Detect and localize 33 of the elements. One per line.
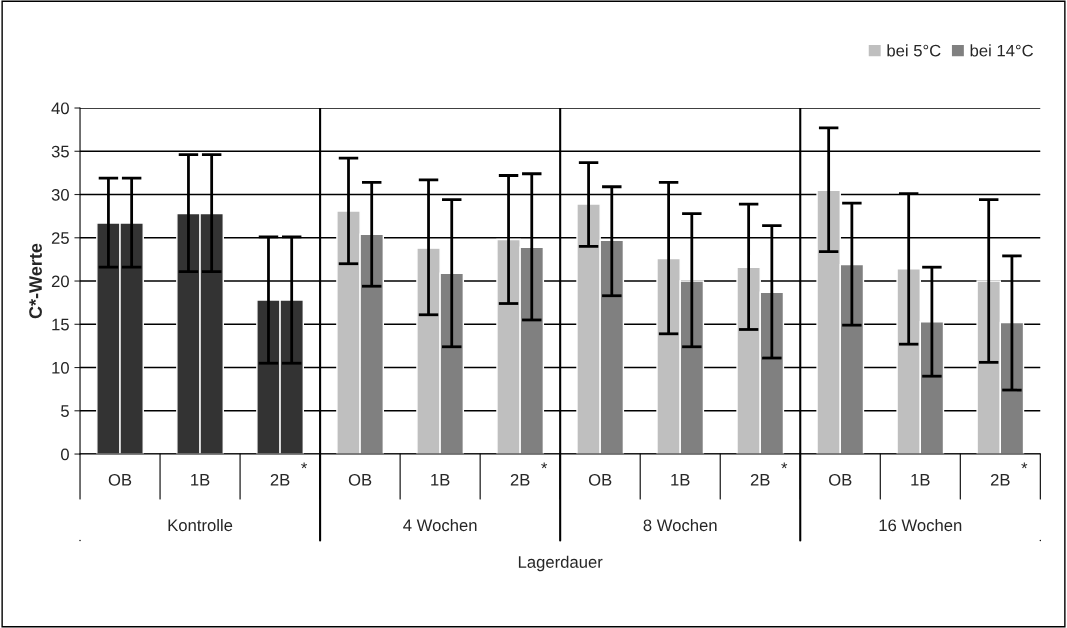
x-tick-label: 1B <box>431 474 450 486</box>
text: * <box>1021 462 1028 469</box>
legend-label: bei 14°C <box>970 44 1034 57</box>
text: * <box>301 462 308 469</box>
text: 8 Wochen <box>643 518 717 532</box>
x-tick-label: OB <box>588 473 612 486</box>
x-tick-label: 1B <box>191 474 210 486</box>
text: Kontrolle <box>168 518 233 532</box>
y-tick-label: 0 <box>60 448 69 461</box>
x-tick-label: 2B <box>510 473 530 486</box>
x-tick-label: 2B <box>750 473 770 486</box>
y-tick-label: 5 <box>61 405 69 417</box>
y-tick-label: 20 <box>51 275 69 288</box>
x-tick-label: 1B <box>911 474 930 486</box>
legend-label: bei 5°C <box>887 44 941 57</box>
x-tick-label: 1B <box>671 474 690 486</box>
x-tick-label: OB <box>108 473 132 486</box>
text: * <box>541 462 548 469</box>
y-tick-label: 10 <box>52 361 69 374</box>
y-tick-label: 25 <box>51 232 69 244</box>
y-tick-label: 35 <box>51 145 69 158</box>
y-tick-label: 30 <box>51 188 69 201</box>
y-tick-label: 15 <box>52 318 69 331</box>
y-tick-label: 40 <box>51 102 69 115</box>
text: 4 Wochen <box>403 518 477 532</box>
text: * <box>781 462 788 469</box>
text: 16 Wochen <box>879 518 962 532</box>
x-axis-title: Lagerdauer <box>518 555 603 572</box>
x-tick-label: 2B <box>990 473 1010 486</box>
x-tick-label: OB <box>348 473 372 486</box>
x-tick-label: OB <box>829 473 852 486</box>
x-tick-label: 2B <box>270 473 290 486</box>
y-axis-title: C*-Werte <box>29 243 42 319</box>
